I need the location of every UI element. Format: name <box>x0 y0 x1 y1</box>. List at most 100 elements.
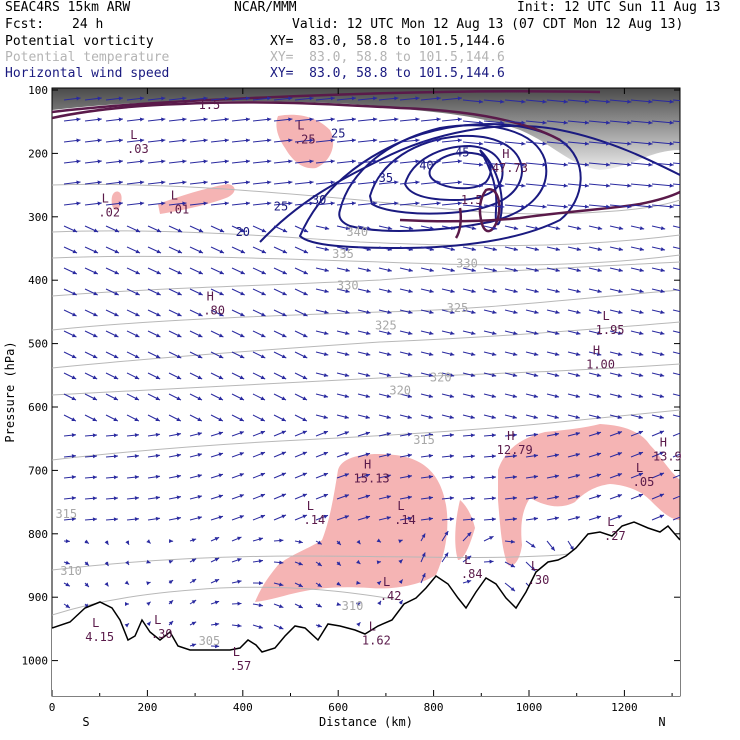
wind-arrow <box>189 117 208 122</box>
wind-arrow <box>546 453 560 458</box>
wind-arrow <box>567 351 581 356</box>
wind-arrow <box>147 309 161 317</box>
wind-arrow <box>462 204 484 209</box>
wind-arrow <box>147 393 161 401</box>
wind-arrow <box>315 96 335 101</box>
wind-arrow <box>210 515 224 521</box>
wind-arrow <box>63 117 81 122</box>
wind-arrow <box>672 495 680 500</box>
wind-arrow <box>588 141 611 146</box>
wind-arrow <box>210 644 220 649</box>
wind-arrow <box>672 162 680 165</box>
wind-arrow <box>189 393 203 401</box>
wind-arrow <box>525 474 539 479</box>
wind-arrow <box>378 201 399 206</box>
wind-arrow <box>294 309 308 317</box>
wind-arrow <box>588 393 602 398</box>
wind-arrow <box>210 117 229 122</box>
contour-labels: 20 25 25 30 35 40 45 340 335 330 330 325 325 320 320 31… <box>55 98 482 648</box>
wind-arrow <box>630 309 644 315</box>
wind-arrow <box>441 372 455 377</box>
wind-arrow <box>483 475 497 480</box>
wind-arrow <box>252 201 272 206</box>
extremum-value: 1.62 <box>362 633 391 647</box>
wind-arrow <box>651 493 665 500</box>
wind-arrow <box>126 475 140 480</box>
wind-arrow <box>294 582 304 588</box>
wind-arrow <box>546 474 560 479</box>
wind-arrow <box>252 451 266 458</box>
wind-arrow <box>315 393 329 398</box>
wind-arrow <box>357 246 372 252</box>
wind-arrow <box>399 159 420 164</box>
wind-arrow <box>672 309 680 313</box>
wind-arrow <box>462 393 476 398</box>
wind-arrow <box>567 452 581 458</box>
wind-arrow <box>231 267 246 275</box>
wind-arrow <box>441 267 455 273</box>
wind-arrow <box>420 393 434 398</box>
wind-arrow <box>483 559 494 564</box>
wind-arrow <box>483 120 505 125</box>
wind-arrow <box>105 288 119 296</box>
wind-arrow <box>651 99 674 104</box>
wind-arrow <box>588 309 602 315</box>
wind-arrow <box>63 603 71 609</box>
wind-arrow <box>651 451 665 458</box>
extremum-value: .14 <box>394 513 416 527</box>
y-tick-label: 1000 <box>22 655 49 668</box>
legend-theta-xy: XY= 83.0, 58.8 to 101.5,144.6 <box>270 50 505 65</box>
wind-arrow <box>588 351 602 356</box>
wind-arrow <box>651 246 666 252</box>
isotach <box>428 151 492 190</box>
wind-arrow <box>376 580 382 586</box>
wind-arrow <box>336 452 350 458</box>
wind-arrow <box>126 267 141 275</box>
theta-label: 315 <box>413 433 435 447</box>
extremum-marker: H <box>502 147 509 161</box>
wind-arrow <box>252 372 266 380</box>
wind-arrow <box>441 309 455 315</box>
wind-arrow <box>126 372 140 380</box>
wind-arrow <box>399 267 413 273</box>
wind-arrow <box>231 393 245 401</box>
wind-arrow <box>462 99 484 104</box>
extremum-value: .80 <box>203 304 225 318</box>
wind-arrow <box>294 267 309 275</box>
theta-isentrope <box>52 230 680 247</box>
wind-arrow <box>356 621 361 627</box>
wind-arrow <box>84 201 102 206</box>
wind-arrow <box>588 473 602 479</box>
wind-arrow <box>84 372 98 380</box>
wind-arrow <box>336 246 351 252</box>
wind-arrow <box>546 246 561 252</box>
wind-arrow <box>168 180 187 185</box>
wind-arrow <box>252 246 267 254</box>
wind-arrow <box>147 138 166 143</box>
wind-arrow <box>336 494 350 500</box>
wind-arrow <box>357 288 371 294</box>
wind-arrow <box>189 414 203 422</box>
wind-arrow <box>84 496 98 501</box>
wind-arrow <box>63 330 77 338</box>
wind-arrow <box>126 96 145 101</box>
wind-arrow <box>399 453 413 458</box>
wind-arrow <box>588 120 611 125</box>
wind-arrow <box>231 225 246 233</box>
wind-arrow <box>504 120 526 125</box>
wind-arrow <box>315 582 323 588</box>
isotach <box>403 144 504 202</box>
wind-arrow <box>63 433 77 438</box>
wind-arrow <box>420 533 426 542</box>
wind-arrow <box>420 432 434 437</box>
wind-arrow <box>651 351 665 356</box>
wind-arrow <box>567 267 581 273</box>
wind-arrow <box>105 496 119 501</box>
wind-arrow <box>168 267 183 275</box>
wind-arrow <box>105 475 119 480</box>
wind-arrow <box>336 351 350 356</box>
wind-arrow <box>377 600 382 606</box>
wind-arrow <box>399 432 413 437</box>
wind-arrow <box>567 288 581 294</box>
wind-arrow <box>504 99 526 104</box>
